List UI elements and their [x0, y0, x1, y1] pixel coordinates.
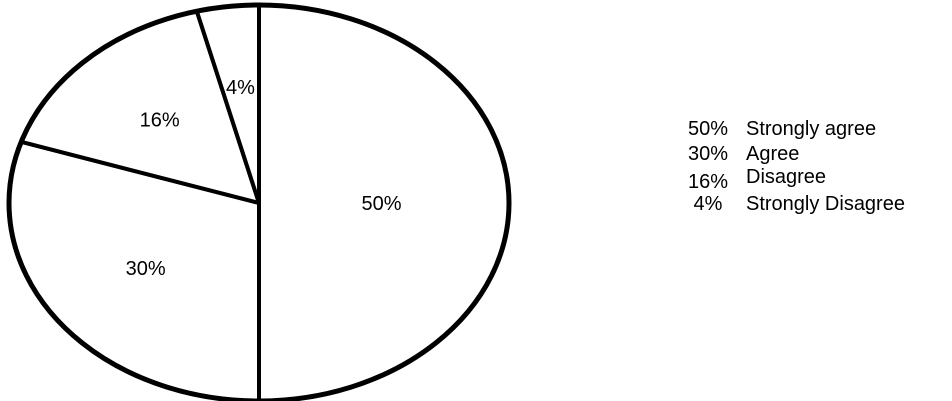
legend-value-strongly-disagree: 4%: [694, 193, 723, 215]
legend-value-agree: 30%: [688, 143, 728, 165]
pie-outline: [6, 2, 512, 401]
slice-label-disagree: 16%: [140, 109, 180, 131]
legend-label-strongly-disagree: Strongly Disagree: [746, 193, 905, 215]
legend-value-strongly-agree: 50%: [688, 118, 728, 140]
legend-label-agree: Agree: [746, 143, 799, 165]
slice-label-strongly-disagree: 4%: [226, 77, 255, 99]
legend-label-strongly-agree: Strongly agree: [746, 118, 876, 140]
slice-label-agree: 30%: [126, 258, 166, 280]
slice-label-strongly-agree: 50%: [361, 193, 401, 215]
legend-value-disagree: 16%: [688, 171, 728, 193]
slice-labels: 50% 30% 16% 4%: [126, 77, 402, 280]
legend-label-disagree: Disagree: [746, 166, 826, 188]
legend: 50% Strongly agree 30% Agree 16% Disagree 4% St…: [688, 118, 905, 215]
pie-slices: [7, 3, 511, 401]
